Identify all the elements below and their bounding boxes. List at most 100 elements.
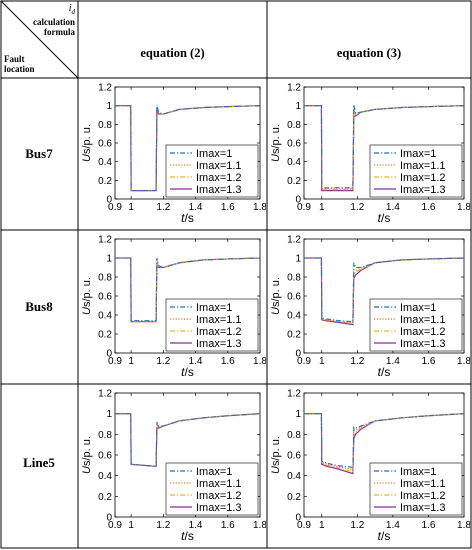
x-tick-label: 1.2 (156, 202, 170, 213)
x-tick-label: 1.4 (189, 356, 203, 367)
series-line-imax-1 (115, 104, 260, 192)
y-tick-label: 1.2 (98, 389, 112, 400)
y-tick-label: 0.2 (287, 330, 301, 341)
x-tick-label: 0.9 (108, 356, 122, 367)
y-tick-label: 0 (295, 195, 301, 206)
y-tick-label: 0.8 (98, 430, 112, 441)
x-tick-label: 1.6 (421, 356, 435, 367)
corner-header-top: id calculation formula (20, 3, 75, 38)
series-line-imax-1 (304, 104, 464, 189)
chart-bus7-equation-3: 0 0.2 0.4 0.6 0.8 1 1.2 0.9 1 1.2 1.4 1.6 1.8 t/s Us/p… (270, 83, 470, 226)
legend-label: Imax=1.3 (400, 184, 446, 196)
legend-label: Imax=1.1 (400, 160, 446, 172)
row-label-bus8: Bus8 (25, 299, 53, 314)
corner-line4: location (4, 64, 35, 74)
y-tick-label: 0.4 (98, 471, 112, 482)
x-tick-label: 1.2 (156, 520, 170, 531)
legend-label: Imax=1 (196, 148, 232, 160)
y-tick-label: 0.6 (98, 139, 112, 150)
y-tick-label: 0 (295, 349, 301, 360)
y-tick-label: 0.8 (98, 120, 112, 131)
x-tick-label: 1.6 (221, 356, 235, 367)
x-axis-label: t/s (378, 365, 391, 379)
legend-label: Imax=1 (400, 148, 436, 160)
y-tick-label: 0.6 (287, 451, 301, 462)
x-tick-label: 1.4 (386, 202, 400, 213)
y-axis-label: Us/p. u. (270, 436, 282, 474)
y-tick-label: 0 (106, 513, 112, 524)
chart-bus8-equation-2: 0 0.2 0.4 0.6 0.8 1 1.2 0.9 1 1.2 1.4 1.6 1.8 t/s Us/p… (81, 235, 266, 380)
y-tick-label: 0.2 (287, 492, 301, 503)
y-tick-label: 0.4 (287, 311, 301, 322)
y-tick-label: 0 (295, 513, 301, 524)
y-tick-label: 0 (106, 195, 112, 206)
y-tick-label: 1.2 (287, 83, 301, 94)
x-tick-label: 1.6 (221, 520, 235, 531)
legend-label: Imax=1.2 (400, 326, 446, 338)
corner-symbol: id (68, 3, 75, 17)
legend-label: Imax=1.1 (196, 160, 242, 172)
legend-box (165, 462, 259, 516)
y-tick-label: 1 (295, 409, 301, 420)
y-tick-label: 1 (106, 101, 112, 112)
corner-line1: calculation (33, 17, 75, 27)
legend-label: Imax=1 (400, 302, 436, 314)
legend-label: Imax=1.2 (400, 490, 446, 502)
legend-box (165, 298, 259, 352)
x-tick-label: 0.9 (108, 202, 122, 213)
x-tick-label: 1.6 (421, 520, 435, 531)
x-tick-label: 1.8 (253, 520, 266, 531)
legend-label: Imax=1.3 (196, 338, 242, 350)
x-tick-label: 1.4 (386, 356, 400, 367)
y-tick-label: 1 (295, 254, 301, 265)
corner-header-bottom: Fault location (4, 54, 54, 74)
x-tick-label: 1.4 (189, 520, 203, 531)
y-tick-label: 0.6 (287, 139, 301, 150)
x-tick-label: 1.2 (350, 356, 364, 367)
x-tick-label: 1.4 (189, 202, 203, 213)
x-tick-label: 1.4 (386, 520, 400, 531)
series-line-imax-1-1 (115, 105, 260, 192)
y-tick-label: 0.8 (287, 430, 301, 441)
series-line-imax-1 (304, 413, 464, 469)
y-tick-label: 1.2 (98, 235, 112, 246)
y-tick-label: 0.8 (287, 120, 301, 131)
y-tick-label: 1.2 (287, 235, 301, 246)
legend-label: Imax=1.2 (400, 172, 446, 184)
chart-line5-equation-3: 0 0.2 0.4 0.6 0.8 1 1.2 0.9 1 1.2 1.4 1.6 1.8 t/s Us/p… (270, 389, 470, 544)
x-tick-label: 1.8 (253, 202, 266, 213)
x-tick-label: 1.8 (457, 520, 470, 531)
series-line-imax-1 (115, 257, 260, 322)
legend-label: Imax=1.2 (196, 326, 242, 338)
column-header-equation-2: equation (2) (140, 46, 205, 60)
legend-label: Imax=1.2 (196, 172, 242, 184)
y-tick-label: 0.2 (98, 176, 112, 187)
x-tick-label: 1 (128, 356, 134, 367)
legend-box (369, 144, 463, 198)
legend-label: Imax=1 (196, 466, 232, 478)
legend-label: Imax=1.3 (196, 184, 242, 196)
x-tick-label: 0.9 (297, 202, 311, 213)
series-line-imax-1 (115, 413, 260, 467)
x-tick-label: 1 (319, 202, 325, 213)
chart-bus8-equation-3: 0 0.2 0.4 0.6 0.8 1 1.2 0.9 1 1.2 1.4 1.6 1.8 t/s Us/p… (270, 235, 470, 380)
y-axis-label: Us/p. u. (81, 277, 93, 315)
y-tick-label: 0.2 (98, 492, 112, 503)
x-axis-label: t/s (181, 365, 194, 379)
y-tick-label: 1 (106, 254, 112, 265)
y-tick-label: 1 (106, 409, 112, 420)
legend-label: Imax=1.1 (400, 314, 446, 326)
y-tick-label: 0.2 (287, 176, 301, 187)
y-axis-label: Us/p. u. (270, 124, 282, 162)
x-tick-label: 0.9 (108, 520, 122, 531)
x-tick-label: 1.8 (457, 202, 470, 213)
y-tick-label: 0.8 (287, 273, 301, 284)
series-line-imax-1-1 (115, 413, 260, 467)
y-tick-label: 0.6 (287, 292, 301, 303)
y-tick-label: 0.4 (98, 157, 112, 168)
y-axis-label: Us/p. u. (81, 124, 93, 162)
x-axis-label: t/s (181, 211, 194, 225)
y-axis-label: Us/p. u. (270, 277, 282, 315)
